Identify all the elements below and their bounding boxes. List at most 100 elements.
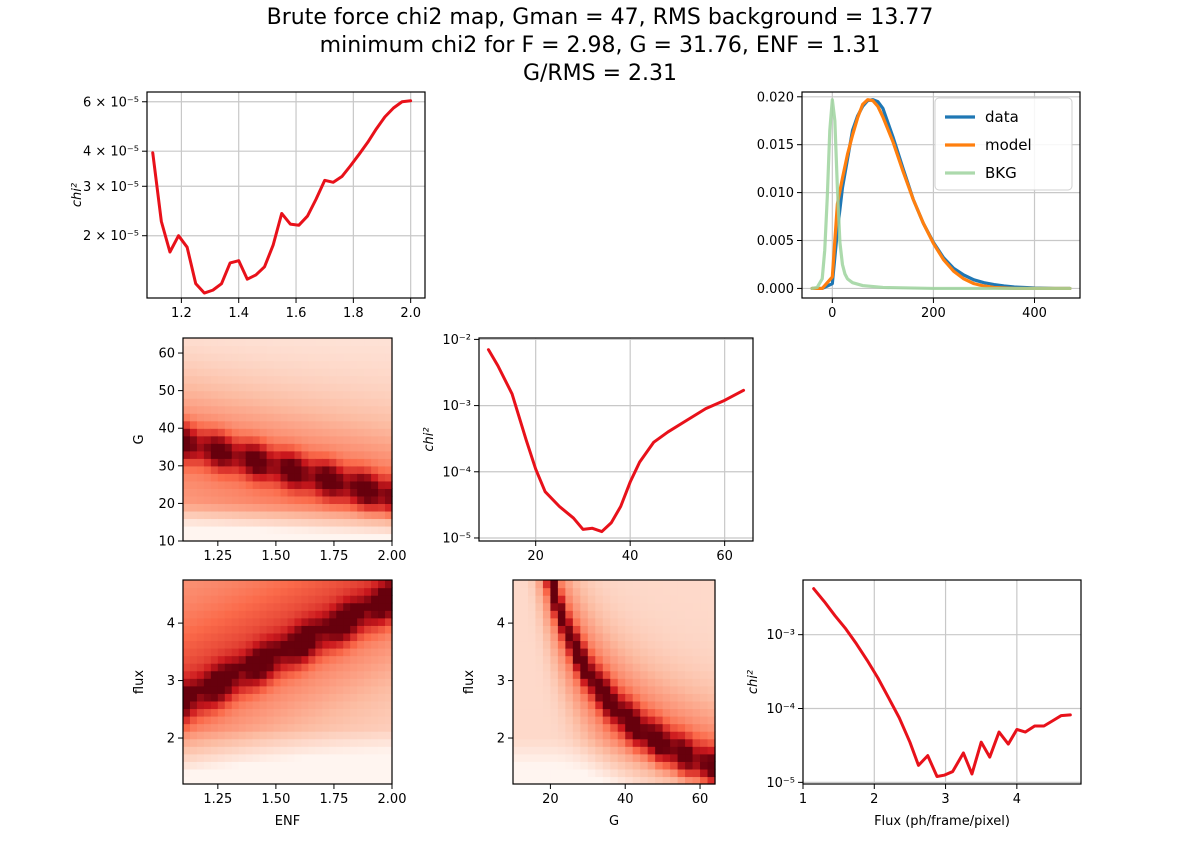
heatmap-cell (189, 368, 198, 377)
heatmap-cell (385, 390, 393, 399)
heatmap-cell (565, 595, 574, 604)
heatmap-cell (602, 731, 611, 740)
heatmap-cell (385, 495, 393, 505)
heatmap-cell (280, 580, 289, 589)
heatmap-cell (280, 602, 289, 611)
heatmap-cell (677, 648, 686, 657)
heatmap-cell (322, 353, 330, 362)
heatmap-cell (535, 602, 544, 611)
heatmap-cell (336, 428, 344, 437)
heatmap-cell (189, 458, 198, 467)
heatmap-cell (189, 533, 198, 542)
heatmap-cell (301, 375, 309, 384)
heatmap-cell (322, 693, 330, 702)
heatmap-cell (217, 465, 226, 474)
heatmap-cell (259, 602, 268, 611)
heatmap-cell (189, 465, 198, 474)
heatmap-cell (378, 473, 386, 482)
heatmap-cell (252, 693, 261, 702)
heatmap-cell (183, 525, 191, 535)
heatmap-cell (266, 510, 275, 520)
heatmap-cell (308, 413, 316, 422)
heatmap-cell (273, 375, 282, 384)
heatmap-cell (329, 383, 337, 392)
heatmap-cell (189, 525, 198, 535)
heatmap-cell (224, 670, 233, 679)
heatmap-cell (183, 678, 191, 687)
heatmap-cell (655, 625, 664, 634)
heatmap-cell (238, 518, 247, 527)
heatmap-cell (210, 458, 219, 467)
heatmap-cell (203, 693, 212, 702)
heatmap-cell (280, 533, 289, 542)
heatmap-cell (357, 693, 365, 702)
x-axis-label: G (609, 814, 619, 829)
heatmap-cell (640, 640, 649, 649)
heatmap-cell (385, 345, 393, 354)
heatmap-cell (610, 580, 619, 589)
heatmap-cell (595, 648, 604, 657)
heatmap-cell (572, 761, 581, 770)
heatmap-cell (252, 716, 261, 725)
heatmap-cell (707, 625, 716, 634)
heatmap-cell (294, 625, 303, 634)
heatmap-cell (378, 443, 386, 452)
heatmap-cell (287, 617, 296, 626)
heatmap-cell (336, 700, 344, 710)
heatmap-cell (572, 617, 581, 626)
heatmap-cell (572, 716, 581, 725)
heatmap-cell (245, 345, 254, 354)
heatmap-cell (336, 443, 344, 452)
heatmap-cell (557, 708, 566, 717)
x-tick-label: 60 (716, 549, 733, 564)
heatmap-cell (280, 398, 289, 407)
heatmap-cells (183, 338, 393, 542)
heatmap-cell (273, 655, 282, 664)
heatmap-cell (385, 738, 393, 747)
heatmap-cell (280, 595, 289, 604)
heatmap-cell (203, 473, 212, 482)
heatmap-cell (513, 768, 522, 778)
heatmap-cell (364, 648, 372, 657)
heatmap-cell (245, 716, 254, 725)
heatmap-cell (336, 488, 344, 497)
heatmap-cell (322, 670, 330, 679)
heatmap-cell (315, 678, 323, 687)
heatmap-cell (252, 533, 261, 542)
heatmap-cell (685, 768, 694, 778)
heatmap-cell (183, 738, 191, 747)
heatmap-cell (315, 450, 323, 459)
heatmap-cell (280, 458, 289, 467)
heatmap-cell (625, 625, 634, 634)
heatmap-cell (308, 375, 316, 384)
heatmap-cell (183, 708, 191, 717)
heatmap-cell (617, 663, 626, 672)
heatmap-cell (231, 398, 240, 407)
heatmap-cell (287, 390, 296, 399)
heatmap-cell (632, 632, 641, 642)
heatmap-cell (625, 776, 634, 785)
heatmap-cell (322, 518, 330, 527)
heatmap-cell (203, 602, 212, 611)
heatmap-cell (692, 753, 701, 762)
heatmap-cell (640, 693, 649, 702)
heatmap-cell (357, 398, 365, 407)
heatmap-cell (308, 518, 316, 527)
heatmap-cell (252, 768, 261, 778)
heatmap-cell (287, 602, 296, 611)
heatmap-cell (550, 708, 559, 717)
heatmap-cell (617, 723, 626, 732)
heatmap-cell (357, 465, 365, 474)
heatmap-cell (378, 420, 386, 429)
heatmap-cell (315, 398, 323, 407)
heatmap-cell (343, 587, 351, 596)
heatmap-cell (259, 383, 268, 392)
heatmap-cell (535, 693, 544, 702)
heatmap-cell (670, 617, 679, 626)
heatmap-cell (677, 655, 686, 664)
heatmap-cell (322, 383, 330, 392)
heatmap-cell (287, 518, 296, 527)
heatmap-cell (238, 595, 247, 604)
heatmap-cell (245, 632, 254, 642)
heatmap-cell (287, 405, 296, 414)
